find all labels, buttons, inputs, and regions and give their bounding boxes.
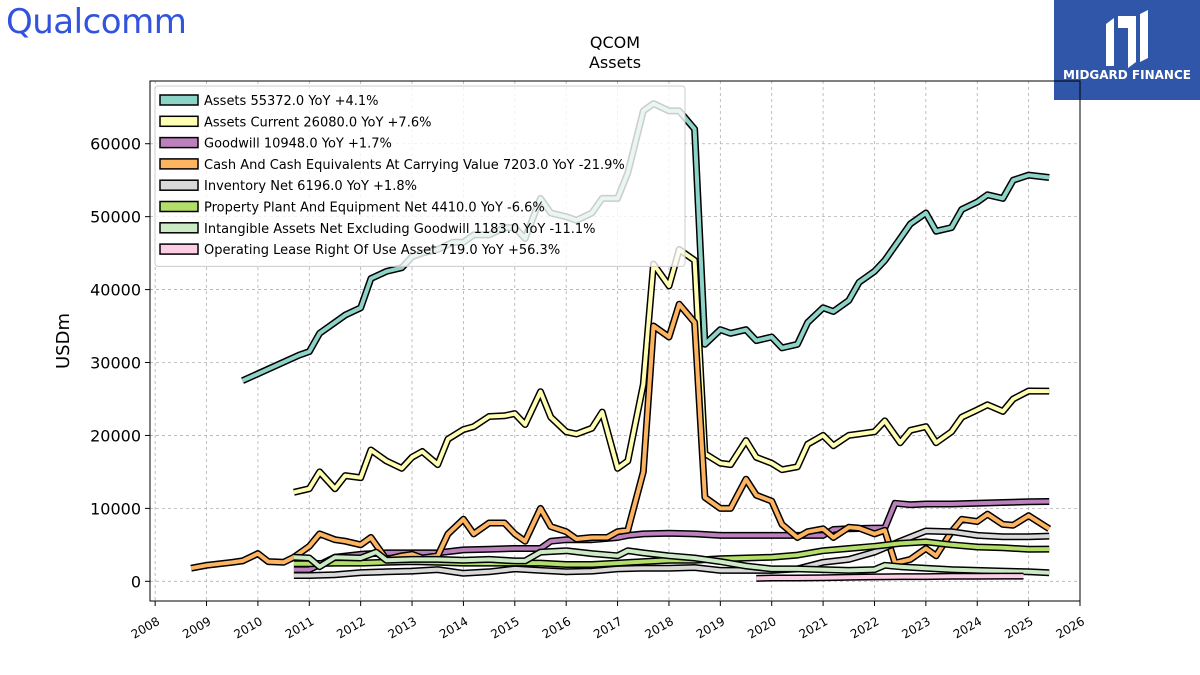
- legend-entry: Inventory Net 6196.0 YoY +1.8%: [159, 179, 417, 194]
- plot-frame: [149, 80, 1081, 602]
- midgard-finance-name: MIDGARD FINANCE: [1063, 68, 1191, 82]
- legend-entry: Assets 55372.0 YoY +4.1%: [159, 94, 379, 109]
- series-line-outline: [293, 246, 1050, 496]
- legend-entry: Cash And Cash Equivalents At Carrying Va…: [159, 158, 625, 173]
- legend-entry: Intangible Assets Net Excluding Goodwill…: [159, 222, 595, 237]
- legend-swatch: [159, 115, 199, 128]
- series-5: [293, 527, 1050, 579]
- series-line: [293, 529, 1050, 578]
- legend: Assets 55372.0 YoY +4.1% Assets Current 2…: [154, 85, 686, 267]
- y-tick-label: 50000: [90, 208, 141, 227]
- x-tick-label: 2013: [386, 614, 419, 641]
- series-line: [293, 548, 1050, 575]
- legend-label: Cash And Cash Equivalents At Carrying Va…: [204, 158, 625, 173]
- y-tick-label: 60000: [90, 135, 141, 154]
- x-tick-label: 2014: [437, 614, 470, 641]
- x-tick-label: 2012: [334, 614, 367, 641]
- x-tick-label: 2011: [283, 614, 316, 641]
- x-tick-label: 2009: [180, 614, 213, 641]
- x-tick-label: 2025: [1002, 614, 1035, 641]
- y-tick-label: 0: [131, 572, 141, 591]
- series-layer: [190, 100, 1052, 582]
- series-7: [293, 547, 1050, 577]
- legend-swatch: [159, 243, 199, 255]
- y-axis: 0 10000 20000 30000 40000 50000 60000: [90, 135, 150, 591]
- qualcomm-logo: Qualcomm: [6, 2, 187, 42]
- series-8: [756, 572, 1024, 582]
- x-tick-label: 2026: [1054, 614, 1087, 641]
- legend-label: Property Plant And Equipment Net 4410.0 …: [204, 201, 545, 216]
- x-tick-label: 2018: [643, 614, 676, 641]
- x-axis: 2008 2009 2010 2011 2012 2013 2014 2015 2016 2017…: [129, 601, 1087, 642]
- series-line: [756, 574, 1024, 581]
- chart-subtitle: Assets: [589, 53, 641, 72]
- series-line-outline: [190, 300, 1052, 572]
- legend-swatch: [159, 179, 199, 191]
- legend-swatch: [159, 158, 199, 170]
- series-4: [190, 300, 1052, 572]
- legend-label: Inventory Net 6196.0 YoY +1.8%: [204, 179, 417, 194]
- series-2: [293, 246, 1050, 496]
- legend-entry: Assets Current 26080.0 YoY +7.6%: [159, 115, 431, 130]
- legend-label: Operating Lease Right Of Use Asset 719.0…: [204, 243, 560, 258]
- x-tick-label: 2023: [899, 614, 932, 641]
- legend-entry: Property Plant And Equipment Net 4410.0 …: [159, 200, 545, 216]
- chart-title: QCOM: [590, 33, 640, 52]
- series-line: [190, 302, 1051, 571]
- legend-label: Assets Current 26080.0 YoY +7.6%: [204, 115, 431, 130]
- legend-label: Assets 55372.0 YoY +4.1%: [204, 94, 379, 109]
- x-tick-label: 2021: [797, 614, 830, 641]
- y-tick-label: 10000: [90, 499, 141, 518]
- x-tick-label: 2024: [951, 614, 984, 641]
- legend-label: Goodwill 10948.0 YoY +1.7%: [204, 137, 392, 152]
- series-line: [293, 247, 1050, 495]
- legend-box: [154, 85, 686, 267]
- legend-swatch: [159, 200, 199, 213]
- midgard-emblem-icon: [1106, 10, 1148, 68]
- legend-label: Intangible Assets Net Excluding Goodwill…: [204, 222, 595, 237]
- x-tick-label: 2008: [129, 614, 162, 641]
- midgard-finance-logo: MIDGARD FINANCE: [1054, 0, 1200, 100]
- x-tick-label: 2020: [745, 614, 778, 641]
- y-tick-label: 20000: [90, 426, 141, 445]
- legend-entry: Operating Lease Right Of Use Asset 719.0…: [159, 243, 560, 258]
- x-tick-label: 2017: [591, 614, 624, 641]
- x-tick-label: 2016: [540, 614, 573, 641]
- x-tick-label: 2019: [694, 614, 727, 641]
- legend-entry: Goodwill 10948.0 YoY +1.7%: [159, 136, 392, 152]
- x-tick-label: 2015: [488, 614, 521, 641]
- x-tick-label: 2010: [231, 614, 264, 641]
- legend-swatch: [159, 94, 199, 106]
- legend-swatch: [159, 222, 199, 234]
- y-tick-label: 30000: [90, 354, 141, 373]
- y-axis-label: USDm: [53, 313, 74, 369]
- x-tick-label: 2022: [848, 614, 881, 641]
- legend-swatch: [159, 136, 199, 149]
- y-tick-label: 40000: [90, 281, 141, 300]
